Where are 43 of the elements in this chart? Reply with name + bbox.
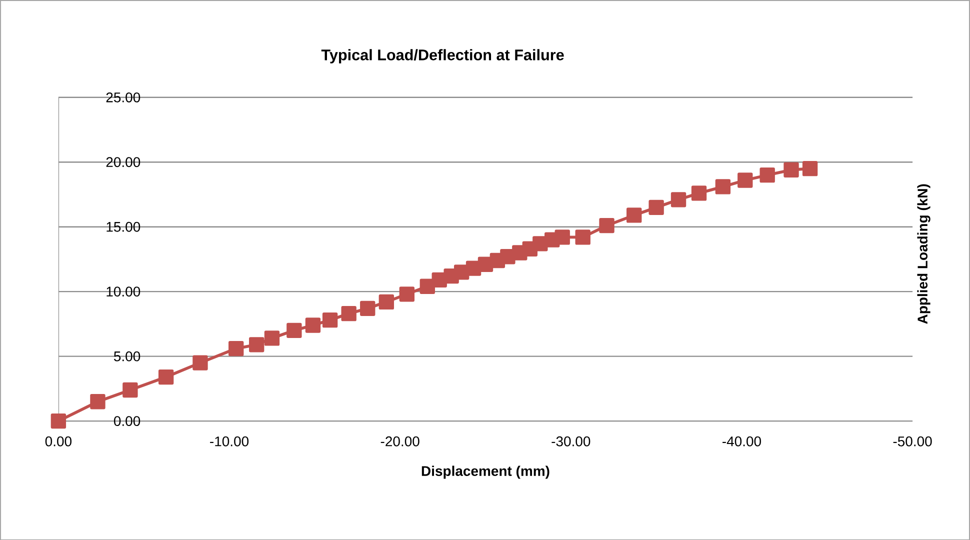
point (192, 354, 208, 370)
point (691, 185, 707, 201)
x-tick-label: -30.00 (552, 436, 590, 446)
point (360, 300, 376, 316)
point (305, 317, 321, 333)
y-tick-label: 20.00 (106, 156, 140, 167)
y-tick-label: 25.00 (106, 92, 140, 102)
x-tick-label: -40.00 (722, 436, 761, 446)
y-tick-label: 0.00 (114, 416, 140, 426)
point (50, 413, 66, 428)
y-tick-label: 15.00 (106, 222, 140, 232)
x-tick-label: -50.00 (893, 436, 932, 446)
point (264, 330, 280, 346)
point (378, 294, 394, 310)
point (399, 286, 414, 302)
point (648, 200, 664, 215)
point (420, 278, 435, 294)
point (738, 172, 753, 188)
point (626, 207, 642, 223)
point (784, 162, 799, 178)
point (322, 312, 338, 328)
y-tick-label: 5.00 (114, 351, 140, 362)
point (286, 322, 302, 338)
x-tick-label: -20.00 (380, 436, 420, 446)
point (760, 167, 775, 182)
chart-title: Typical Load/Deflection at Failure (321, 48, 564, 64)
point (122, 382, 138, 398)
point (599, 218, 614, 233)
point (715, 178, 731, 194)
x-tick-label: -10.00 (210, 436, 249, 446)
x-axis-title: Displacement (mm) (422, 466, 550, 479)
point (90, 394, 106, 410)
point (575, 229, 590, 245)
point (554, 229, 570, 245)
point (802, 160, 818, 176)
y-axis-title: Applied Loading (kN) (917, 184, 930, 324)
point (670, 192, 686, 208)
x-tick-label: 0.00 (45, 436, 72, 446)
point (158, 369, 174, 384)
point (341, 306, 356, 321)
y-tick-label: 10.00 (106, 286, 140, 296)
point (249, 336, 264, 352)
point (228, 340, 244, 356)
